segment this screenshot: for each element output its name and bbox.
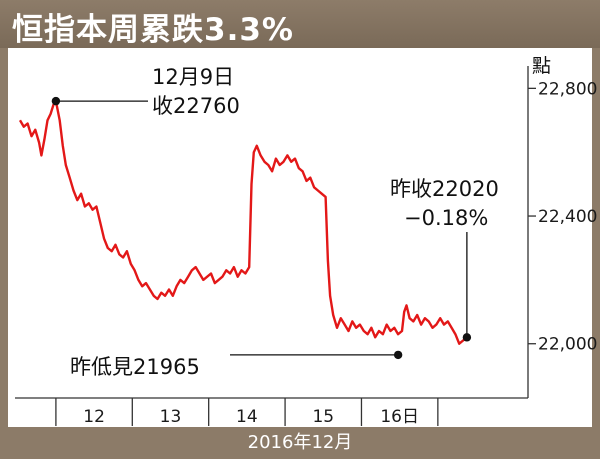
marker-high-point: [51, 96, 61, 106]
title-bar: 恒指本周累跌3.3%: [0, 0, 600, 48]
y-tick-label: 22,400: [538, 207, 597, 227]
y-tick-label: 22,000: [538, 335, 597, 355]
annotation-high-close: 收22760: [152, 94, 240, 118]
marker-last-point: [462, 333, 472, 342]
x-axis-title: 2016年12月: [247, 432, 353, 453]
x-axis-ticks: 12 13 14 15 16日: [55, 398, 439, 427]
y-unit-label: 點: [532, 55, 551, 77]
y-axis-ticks: 22,000 22,400 22,800: [528, 79, 597, 355]
annotation-low: 昨低見21965: [70, 355, 200, 379]
chart-title: 恒指本周累跌3.3%: [12, 12, 294, 48]
y-tick-label: 22,800: [538, 79, 597, 99]
x-tick-label: 15: [312, 407, 334, 427]
plot-panel: [8, 48, 592, 427]
marker-low-point: [393, 350, 403, 360]
x-tick-label: 13: [160, 407, 182, 427]
x-tick-label: 16日: [380, 407, 419, 427]
hsi-price-line: [18, 99, 468, 345]
x-tick-label: 14: [236, 407, 258, 427]
annotation-high-date: 12月9日: [152, 65, 234, 89]
x-tick-label: 12: [83, 407, 105, 427]
annotation-last-close: 昨收22020: [390, 177, 499, 201]
annotation-last-change: −0.18%: [404, 206, 488, 230]
